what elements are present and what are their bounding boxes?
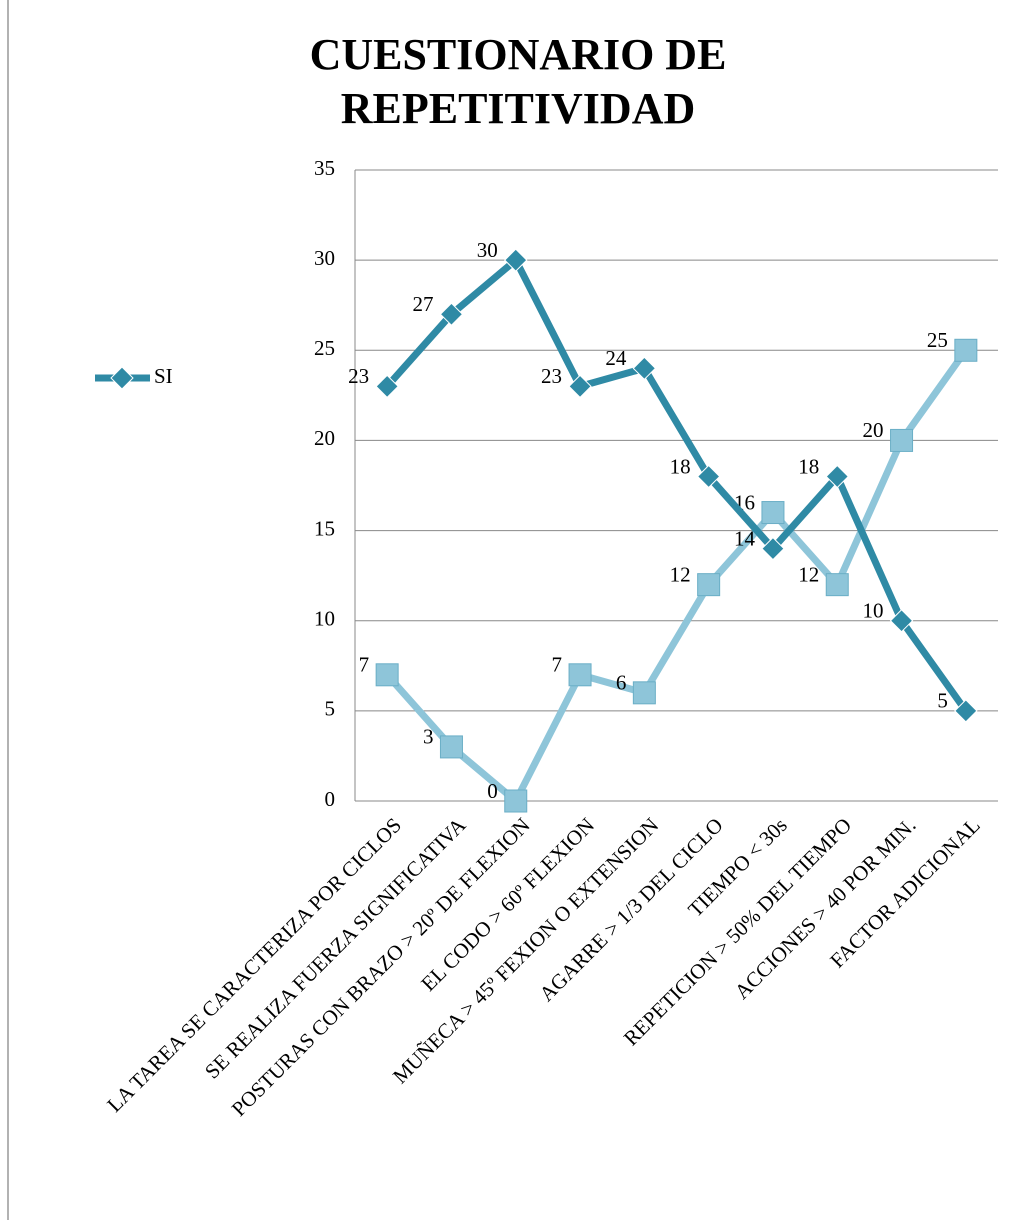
data-label: 24 <box>605 346 627 370</box>
data-point <box>890 428 914 452</box>
data-label: 0 <box>487 779 498 803</box>
legend-label: SI <box>154 364 173 388</box>
data-point <box>439 302 464 326</box>
y-tick-label: 0 <box>325 787 336 811</box>
data-point <box>504 248 528 272</box>
y-tick-label: 35 <box>314 156 335 180</box>
data-label: 10 <box>863 599 884 623</box>
data-point <box>632 356 657 381</box>
data-point <box>825 573 849 597</box>
x-tick-label: POSTURAS CON BRAZO > 20º DE FLEXION <box>227 813 535 1121</box>
data-label: 5 <box>937 689 948 713</box>
series-line <box>384 348 969 805</box>
data-point <box>954 699 978 723</box>
x-tick-label: REPETICION > 50% DEL TIEMPO <box>619 813 856 1050</box>
data-point <box>825 464 849 489</box>
data-point <box>696 464 721 489</box>
data-label: 23 <box>541 364 562 388</box>
data-label: 30 <box>477 238 498 262</box>
data-label: 18 <box>670 454 691 478</box>
data-label: 14 <box>734 526 756 550</box>
chart-title: CUESTIONARIO DE REPETITIVIDAD <box>309 30 727 133</box>
x-tick-label: LA TAREA SE CARACTERIZA POR CICLOS <box>102 813 406 1117</box>
data-label: 3 <box>423 725 434 749</box>
y-tick-label: 15 <box>314 516 335 540</box>
data-point <box>504 789 528 813</box>
data-label: 7 <box>552 653 563 677</box>
data-label: 25 <box>927 328 948 352</box>
data-point <box>954 338 978 362</box>
data-point <box>889 609 914 633</box>
data-label: 18 <box>798 454 819 478</box>
data-point <box>375 663 399 687</box>
data-label: 27 <box>412 292 433 316</box>
y-tick-label: 30 <box>314 246 335 270</box>
data-point <box>568 374 592 399</box>
legend-marker <box>110 366 134 390</box>
data-label: 12 <box>670 562 691 586</box>
data-label: 12 <box>798 562 819 586</box>
data-label: 20 <box>863 418 884 442</box>
data-label: 7 <box>359 653 370 677</box>
data-point <box>761 501 785 525</box>
data-label: 23 <box>348 364 369 388</box>
data-point <box>632 681 656 705</box>
data-point <box>568 663 592 687</box>
data-point <box>761 536 785 561</box>
data-point <box>697 573 721 597</box>
y-tick-label: 10 <box>314 607 335 631</box>
data-label: 6 <box>616 671 627 695</box>
data-point <box>439 735 463 759</box>
data-point <box>375 374 399 399</box>
y-tick-label: 20 <box>314 426 335 450</box>
y-tick-label: 5 <box>325 697 336 721</box>
y-tick-label: 25 <box>314 336 335 360</box>
series-line <box>384 256 969 713</box>
